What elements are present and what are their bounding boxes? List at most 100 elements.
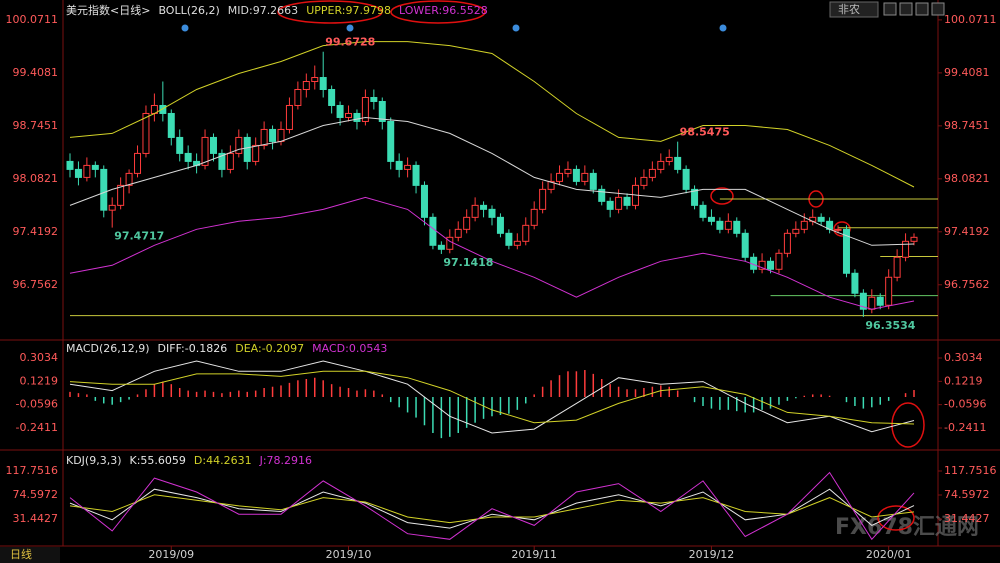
candle-body — [74, 168, 82, 178]
candle-body — [404, 164, 412, 170]
y-tick-label: 74.5972 — [13, 488, 59, 501]
y-tick-label: 98.7451 — [944, 119, 990, 132]
candle-body — [513, 240, 521, 246]
y-tick-label: -0.0596 — [944, 398, 986, 411]
candle-body — [876, 296, 884, 306]
candle-body — [378, 100, 386, 122]
candle-body — [100, 168, 108, 211]
dropdown-label[interactable]: 非农 — [838, 2, 860, 16]
y-tick-label: 99.4081 — [13, 66, 59, 79]
legend-entry: UPPER:97.9798 — [306, 4, 391, 17]
candle-body — [328, 89, 336, 106]
candle-body — [226, 152, 234, 170]
candle-body — [201, 136, 209, 166]
candle-body — [345, 112, 353, 118]
x-tick-label: 2019/12 — [689, 548, 735, 561]
candle-body — [159, 104, 167, 114]
candle-body — [640, 176, 648, 186]
candle-body — [691, 188, 699, 206]
candle-body — [412, 164, 420, 186]
y-tick-label: 100.0711 — [944, 13, 997, 26]
candle-body — [496, 216, 504, 234]
candle-body — [488, 208, 496, 218]
candle-body — [395, 160, 403, 170]
candle-body — [775, 252, 783, 270]
price-annotation: 97.1418 — [443, 256, 493, 269]
candle-body — [294, 89, 302, 106]
y-tick-label: 96.7562 — [944, 278, 990, 291]
candle-body — [851, 272, 859, 294]
candle-body — [674, 156, 682, 170]
candle-body — [134, 152, 142, 174]
period-label[interactable]: 日线 — [10, 547, 32, 561]
legend-entry: J:78.2916 — [259, 454, 312, 467]
dropdown[interactable] — [829, 1, 879, 18]
panel-title: 美元指数<日线> — [66, 3, 150, 17]
y-tick-label: -0.2411 — [16, 421, 58, 434]
candle-body — [758, 260, 766, 270]
candle-body — [429, 216, 437, 246]
candle-body — [446, 236, 454, 250]
candle-body — [682, 168, 690, 190]
candle-body — [83, 164, 91, 178]
candle-body — [800, 220, 808, 230]
candle-body — [564, 168, 572, 174]
x-tick-label: 2019/09 — [148, 548, 194, 561]
price-annotation: 96.3534 — [865, 319, 915, 332]
candle-body — [859, 292, 867, 310]
candle-body — [547, 180, 555, 190]
y-tick-label: 98.0821 — [944, 172, 990, 185]
candle-body — [733, 220, 741, 234]
frame — [0, 0, 1000, 547]
x-tick-label: 2019/11 — [511, 548, 557, 561]
price-annotation: 97.4717 — [114, 230, 164, 243]
y-tick-label: 117.7516 — [944, 464, 997, 477]
y-tick-label: 31.4427 — [944, 512, 990, 525]
candle-body — [437, 244, 445, 250]
y-tick-label: 0.3034 — [944, 351, 983, 364]
candle-body — [302, 81, 310, 91]
x-tick-label: 2019/10 — [326, 548, 372, 561]
y-tick-label: 0.3034 — [20, 351, 59, 364]
candle-body — [117, 184, 125, 206]
candle-body — [454, 228, 462, 238]
legend-entry: MACD:0.0543 — [312, 342, 387, 355]
y-tick-label: 117.7516 — [6, 464, 59, 477]
event-markers — [181, 24, 727, 32]
period-tab[interactable] — [0, 547, 60, 563]
candle-body — [480, 204, 488, 210]
candle-body — [463, 216, 471, 230]
y-tick-label: 96.7562 — [13, 278, 59, 291]
candle-body — [606, 200, 614, 210]
candle-body — [252, 144, 260, 162]
x-tick-label: 2020/01 — [866, 548, 912, 561]
candle-body — [370, 96, 378, 102]
panel-subtitle: BOLL(26,2) — [158, 4, 219, 17]
candle-body — [336, 104, 344, 118]
series-line — [69, 360, 915, 434]
candle-body — [556, 172, 564, 182]
candle-body — [209, 136, 217, 154]
toolbar-icons[interactable] — [883, 2, 945, 16]
candle-body — [243, 136, 251, 162]
panel-header: 美元指数<日线> BOLL(26,2) MID:97.2663 UPPER:97.97… — [66, 3, 488, 17]
candle-body — [142, 112, 150, 154]
candle-body — [522, 224, 530, 242]
series-line — [69, 41, 915, 188]
y-tick-label: -0.0596 — [16, 398, 58, 411]
series-line — [69, 370, 915, 425]
candle-body — [623, 196, 631, 206]
candle-body — [665, 156, 673, 162]
candle-body — [902, 240, 910, 258]
candle-body — [699, 204, 707, 218]
y-tick-label: 99.4081 — [944, 66, 990, 79]
candle-body — [767, 260, 775, 270]
candle-body — [783, 232, 791, 254]
legend-entry: MID:97.2663 — [228, 4, 298, 17]
candle-body — [471, 204, 479, 218]
legend-entry: DEA:-0.2097 — [235, 342, 304, 355]
candle-body — [260, 128, 268, 146]
candle-body — [530, 208, 538, 226]
